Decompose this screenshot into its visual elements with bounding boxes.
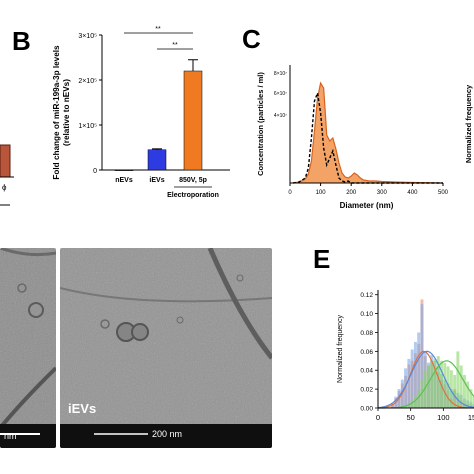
e-hist-bar [436, 356, 440, 408]
micrograph-left: nm [0, 248, 56, 448]
membrane-edge [0, 248, 56, 257]
chart-e: 0.00 0.02 0.04 0.06 0.08 0.10 0.12 0 50 100 15 Norm… [337, 290, 474, 422]
chart-c: 0 100 200 300 400 500 Diameter (nm) 4×10⁷ 6×10⁷ 8… [256, 65, 473, 210]
e-hist-bar [449, 370, 453, 408]
e-hist-bar [427, 365, 430, 408]
panel-letter-e: E [313, 244, 331, 274]
e-hist-bar [410, 349, 414, 408]
panel-a-fragment: ϕ [0, 144, 14, 206]
c-series-area [293, 83, 443, 183]
e-hist-bar [430, 360, 434, 408]
e-hist-bar [433, 358, 437, 408]
e-hist-bar [456, 351, 460, 408]
vesicle [28, 302, 44, 318]
e-hist-bar [420, 304, 424, 408]
e-hist-bar [404, 368, 408, 408]
micrograph-right: iEVs 200 nm [60, 248, 272, 448]
grid-edge [207, 248, 272, 360]
c-x-tick-label: 500 [438, 190, 449, 196]
c-x-tick-label: 400 [407, 190, 418, 196]
e-y-label: Normalized frequency [337, 314, 344, 383]
b-y-tick-label: 1×10⁵ [78, 123, 97, 130]
c-y-tick-label: 8×10⁷ [274, 71, 287, 77]
c-x-tick-label: 200 [346, 190, 357, 196]
e-hist-bar [459, 365, 463, 408]
e-hist-bar [417, 389, 421, 408]
c-x-tick-label: 300 [377, 190, 388, 196]
e-hist-bar [413, 396, 417, 408]
panel-letter-c: C [242, 24, 261, 54]
e-hist-bar [469, 389, 473, 408]
c-y-label-right: Normalized frequency [464, 84, 473, 163]
b-x-tick-label: nEVs [115, 177, 133, 184]
scale-bar-label-left: nm [4, 431, 17, 441]
e-hist-bar [404, 406, 408, 408]
vesicle [17, 283, 27, 293]
e-hist-bar [407, 404, 411, 408]
e-hist-bar [443, 362, 447, 408]
b-sig-label: ** [155, 26, 161, 33]
panel-letter-b: B [12, 26, 31, 56]
e-hist-bar [446, 366, 450, 408]
e-hist-bar [453, 374, 457, 408]
micrograph-label: iEVs [68, 401, 97, 416]
vesicle [176, 316, 184, 324]
c-y-tick-label: 4×10⁷ [274, 113, 287, 119]
e-fit-curve [377, 350, 474, 409]
vesicle [236, 274, 244, 282]
c-y-label: Concentration (particles / ml) [256, 72, 265, 176]
grid-edge [0, 366, 56, 430]
e-y-tick-label: 0.12 [360, 292, 373, 299]
vesicle [131, 323, 149, 341]
b-y-label: Fold change of miR-199a-3p levels(relati… [52, 45, 71, 180]
vesicle [100, 319, 110, 329]
b-y-tick-label: 0 [93, 168, 97, 175]
e-hist-bar [472, 396, 474, 408]
e-x-tick-label: 0 [376, 413, 380, 422]
e-hist-bar [413, 341, 417, 408]
membrane-edge [60, 287, 272, 303]
e-hist-bar [466, 381, 470, 408]
b-y-tick-label: 2×10⁵ [78, 78, 97, 85]
scale-bar-label-right: 200 nm [152, 429, 183, 439]
e-y-tick-label: 0.02 [360, 387, 373, 394]
e-y-tick-label: 0.06 [360, 349, 373, 356]
b-bar [147, 149, 167, 171]
b-bar [183, 70, 203, 171]
e-x-tick-label: 50 [406, 413, 414, 422]
c-y-tick-label: 6×10⁷ [274, 91, 287, 97]
b-sig-label: ** [172, 42, 178, 49]
micrograph-left-image [0, 248, 56, 448]
b-group-label: Electroporation [167, 192, 219, 199]
e-hist-bar [391, 404, 395, 408]
b-y-tick-label: 3×10⁵ [78, 33, 97, 40]
e-hist-bar [417, 332, 421, 408]
b-x-tick-label: 850V, 5p [179, 177, 207, 184]
c-series-line [292, 90, 443, 184]
c-x-label: Diameter (nm) [340, 201, 394, 210]
panel-a-tick: ϕ [2, 183, 7, 192]
chart-b: 0 1×10⁵ 2×10⁵ 3×10⁵ Fold change of miR-199a-… [52, 26, 230, 199]
e-y-tick-label: 0.00 [360, 406, 373, 413]
e-hist-bar [407, 358, 411, 408]
c-x-tick-label: 100 [316, 190, 327, 196]
e-x-tick-label: 15 [468, 413, 474, 422]
micrograph-right-image [60, 248, 272, 448]
e-y-tick-label: 0.08 [360, 330, 373, 337]
e-hist-bar [423, 370, 427, 408]
c-series-line [292, 81, 444, 184]
panel-a-bar [0, 144, 11, 178]
b-bar [114, 169, 134, 171]
e-x-tick-label: 100 [437, 413, 450, 422]
e-hist-bar [462, 374, 466, 408]
b-x-tick-label: iEVs [149, 177, 164, 184]
e-y-tick-label: 0.04 [360, 368, 373, 375]
e-hist-bar [410, 400, 414, 408]
e-fit-curve [377, 350, 474, 409]
e-y-tick-label: 0.10 [360, 311, 373, 318]
c-x-tick-label: 0 [288, 190, 292, 196]
